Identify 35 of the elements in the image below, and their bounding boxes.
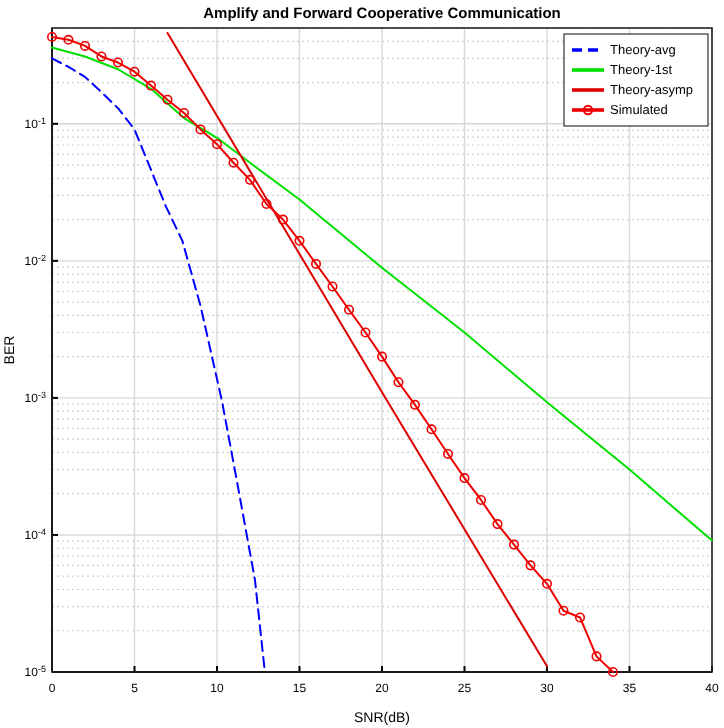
point (475, 494, 487, 505)
point (310, 258, 322, 269)
point (211, 139, 223, 150)
point (112, 57, 124, 68)
point (162, 94, 173, 105)
line-series (51, 46, 713, 542)
point (393, 377, 404, 388)
point (343, 304, 355, 315)
point (294, 235, 305, 246)
point (459, 473, 470, 484)
point (492, 519, 503, 530)
point (129, 66, 140, 77)
point (508, 539, 520, 550)
point (96, 51, 107, 62)
point (277, 214, 289, 225)
point (426, 424, 437, 435)
point (261, 198, 272, 209)
point (409, 399, 421, 410)
point (442, 448, 454, 459)
line-series (51, 57, 266, 673)
point (327, 281, 338, 292)
point (541, 578, 553, 589)
point (360, 327, 371, 338)
point (178, 107, 190, 118)
point (63, 34, 74, 45)
point (574, 612, 586, 623)
point (195, 124, 206, 135)
point (591, 651, 602, 662)
point (244, 174, 256, 185)
point (558, 605, 569, 616)
point (228, 157, 239, 168)
point (79, 40, 91, 51)
point (376, 351, 388, 362)
point (525, 560, 536, 571)
point (145, 80, 157, 91)
